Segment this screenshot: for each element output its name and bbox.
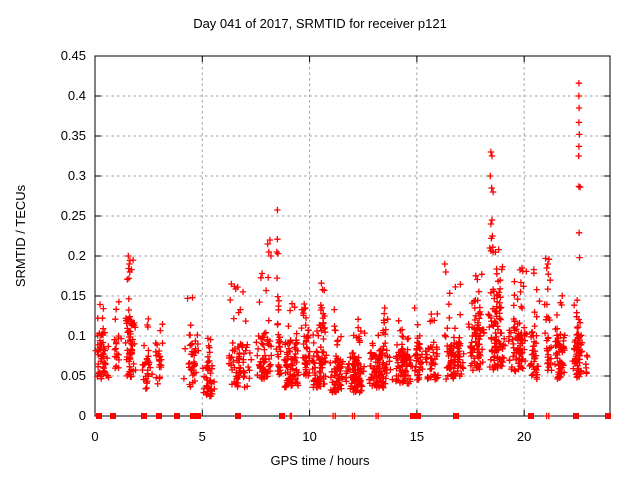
- y-tick-label: 0.1: [68, 328, 86, 343]
- x-axis-label: GPS time / hours: [271, 453, 370, 468]
- x-tick-label: 5: [199, 429, 206, 444]
- y-tick-label: 0.4: [68, 88, 86, 103]
- scatter-plus-markers: [92, 80, 591, 420]
- tick-label-layer: 0 5 10 15 20 0 0.05 0.1 0.15 0.2 0.25 0.3 0.35 0.4 0.4…: [61, 48, 532, 444]
- y-tick-label: 0.2: [68, 248, 86, 263]
- y-tick-label: 0.35: [61, 128, 86, 143]
- x-tick-label: 15: [410, 429, 424, 444]
- data-points-layer: [92, 80, 611, 420]
- x-tick-label: 20: [517, 429, 531, 444]
- zero-line-square-markers: [96, 413, 611, 419]
- y-tick-label: 0.25: [61, 208, 86, 223]
- x-tick-label: 10: [302, 429, 316, 444]
- y-tick-label: 0.45: [61, 48, 86, 63]
- y-axis-label: SRMTID / TECUs: [13, 184, 28, 287]
- y-tick-label: 0.05: [61, 368, 86, 383]
- y-tick-label: 0: [79, 408, 86, 423]
- y-tick-label: 0.15: [61, 288, 86, 303]
- chart-title: Day 041 of 2017, SRMTID for receiver p12…: [193, 16, 447, 31]
- y-tick-label: 0.3: [68, 168, 86, 183]
- x-tick-label: 0: [91, 429, 98, 444]
